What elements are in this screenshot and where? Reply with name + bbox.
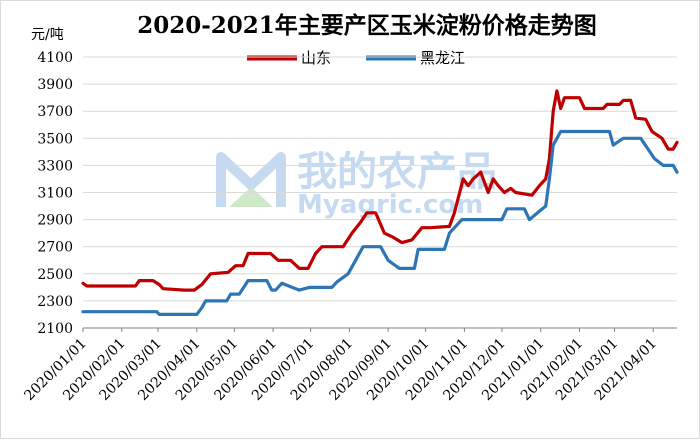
- y-tick-label: 3700: [37, 104, 73, 120]
- y-tick-label: 2300: [37, 294, 73, 310]
- y-tick-label: 2100: [37, 321, 73, 337]
- legend-label-heilongjiang: 黑龙江: [420, 49, 465, 67]
- series-line-shandong: [81, 89, 679, 292]
- watermark-logo-icon: [216, 152, 286, 207]
- y-tick-label: 3300: [37, 158, 73, 174]
- series-lines: [81, 89, 679, 316]
- gridlines: [83, 56, 677, 329]
- y-tick-label: 3100: [37, 186, 73, 202]
- legend: 山东 黑龙江: [247, 49, 465, 67]
- y-tick-label: 2900: [37, 213, 73, 229]
- y-tick-label: 2700: [37, 240, 73, 256]
- y-tick-label: 2500: [37, 267, 73, 283]
- y-tick-label: 4100: [37, 50, 73, 66]
- legend-label-shandong: 山东: [301, 49, 331, 67]
- y-axis-ticks: 2100 2300 2500 2700 2900 3100 3300 3500 3700 3900…: [37, 50, 73, 337]
- y-tick-label: 3900: [37, 77, 73, 93]
- watermark-text-cn: 我的农产品: [297, 149, 497, 195]
- watermark: 我的农产品 Myagric.com: [216, 149, 497, 220]
- y-axis-unit-label: 元/吨: [31, 27, 64, 43]
- y-tick-label: 3500: [37, 131, 73, 147]
- chart-title: 2020-2021年主要产区玉米淀粉价格走势图: [137, 12, 597, 39]
- x-axis-ticks: 2020/01/012020/02/012020/03/012020/04/01…: [21, 328, 660, 404]
- series-line-heilongjiang: [81, 129, 679, 316]
